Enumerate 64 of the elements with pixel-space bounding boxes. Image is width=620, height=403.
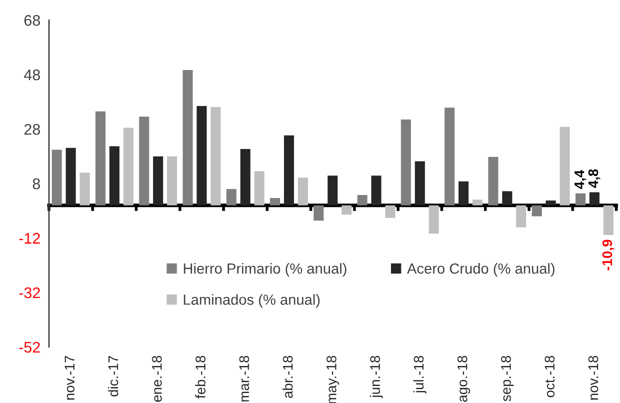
bar [532,205,542,216]
bar [472,200,483,206]
bar [314,205,324,221]
bar [139,116,150,206]
bar [95,111,106,206]
y-tick-label: 8 [32,178,40,190]
legend-label: Hierro Primario (% anual) [184,263,346,277]
y-tick-label: 48 [24,69,40,80]
data-label: -10,9 [602,240,614,270]
x-tick-label: nov.-17 [64,356,75,400]
bar [254,171,264,206]
bar [516,205,526,228]
bar [167,156,178,206]
bar [109,146,120,206]
bar [66,148,76,206]
bar [414,161,425,206]
y-tick-label: -52 [19,342,40,353]
bar [357,195,368,206]
x-tick-label: dic.-17 [108,356,118,396]
y-tick-label: -12 [19,232,40,244]
bar [488,156,498,206]
x-tick-label: oct.-18 [544,356,555,398]
bar [385,205,396,218]
x-tick-label: abr.-18 [282,356,293,398]
x-tick-label: sep.-18 [501,356,514,402]
bar [560,126,570,206]
bar [196,106,207,206]
bar [284,135,294,206]
bar [575,193,586,206]
y-tick-label: 28 [24,124,40,135]
bar [444,108,455,206]
x-tick-label: mar.-18 [239,356,250,402]
bar [342,205,352,215]
data-label: 4,4 [574,170,586,189]
bar [123,128,134,206]
x-tick-label: ene.-18 [152,356,162,402]
bar [153,156,164,206]
legend-label: Laminados (% anual) [184,294,320,308]
bar [52,150,62,206]
bar [458,181,469,206]
bar [400,120,411,206]
bar [502,191,512,206]
bar [428,205,439,234]
bar [328,176,338,206]
bar [546,200,556,206]
legend-label: Acero Crudo (% anual) [407,263,554,277]
bar [298,178,308,206]
x-tick-label: feb.-18 [195,356,206,398]
bar [226,189,236,206]
bar [270,198,280,206]
x-tick-label: jun.-18 [370,356,383,398]
bar [210,107,221,206]
y-tick-label: 68 [24,15,40,26]
bar [240,148,250,206]
x-tick-label: nov.-18 [588,356,598,400]
bar [589,192,600,206]
bar [80,172,90,206]
x-tick-label: ago.-18 [457,356,470,402]
bar [603,205,614,236]
y-tick-label: -32 [19,287,40,298]
bar [182,70,193,206]
data-label: 4,8 [588,169,600,188]
bar [371,176,382,206]
x-tick-label: jul.-18 [413,356,426,394]
